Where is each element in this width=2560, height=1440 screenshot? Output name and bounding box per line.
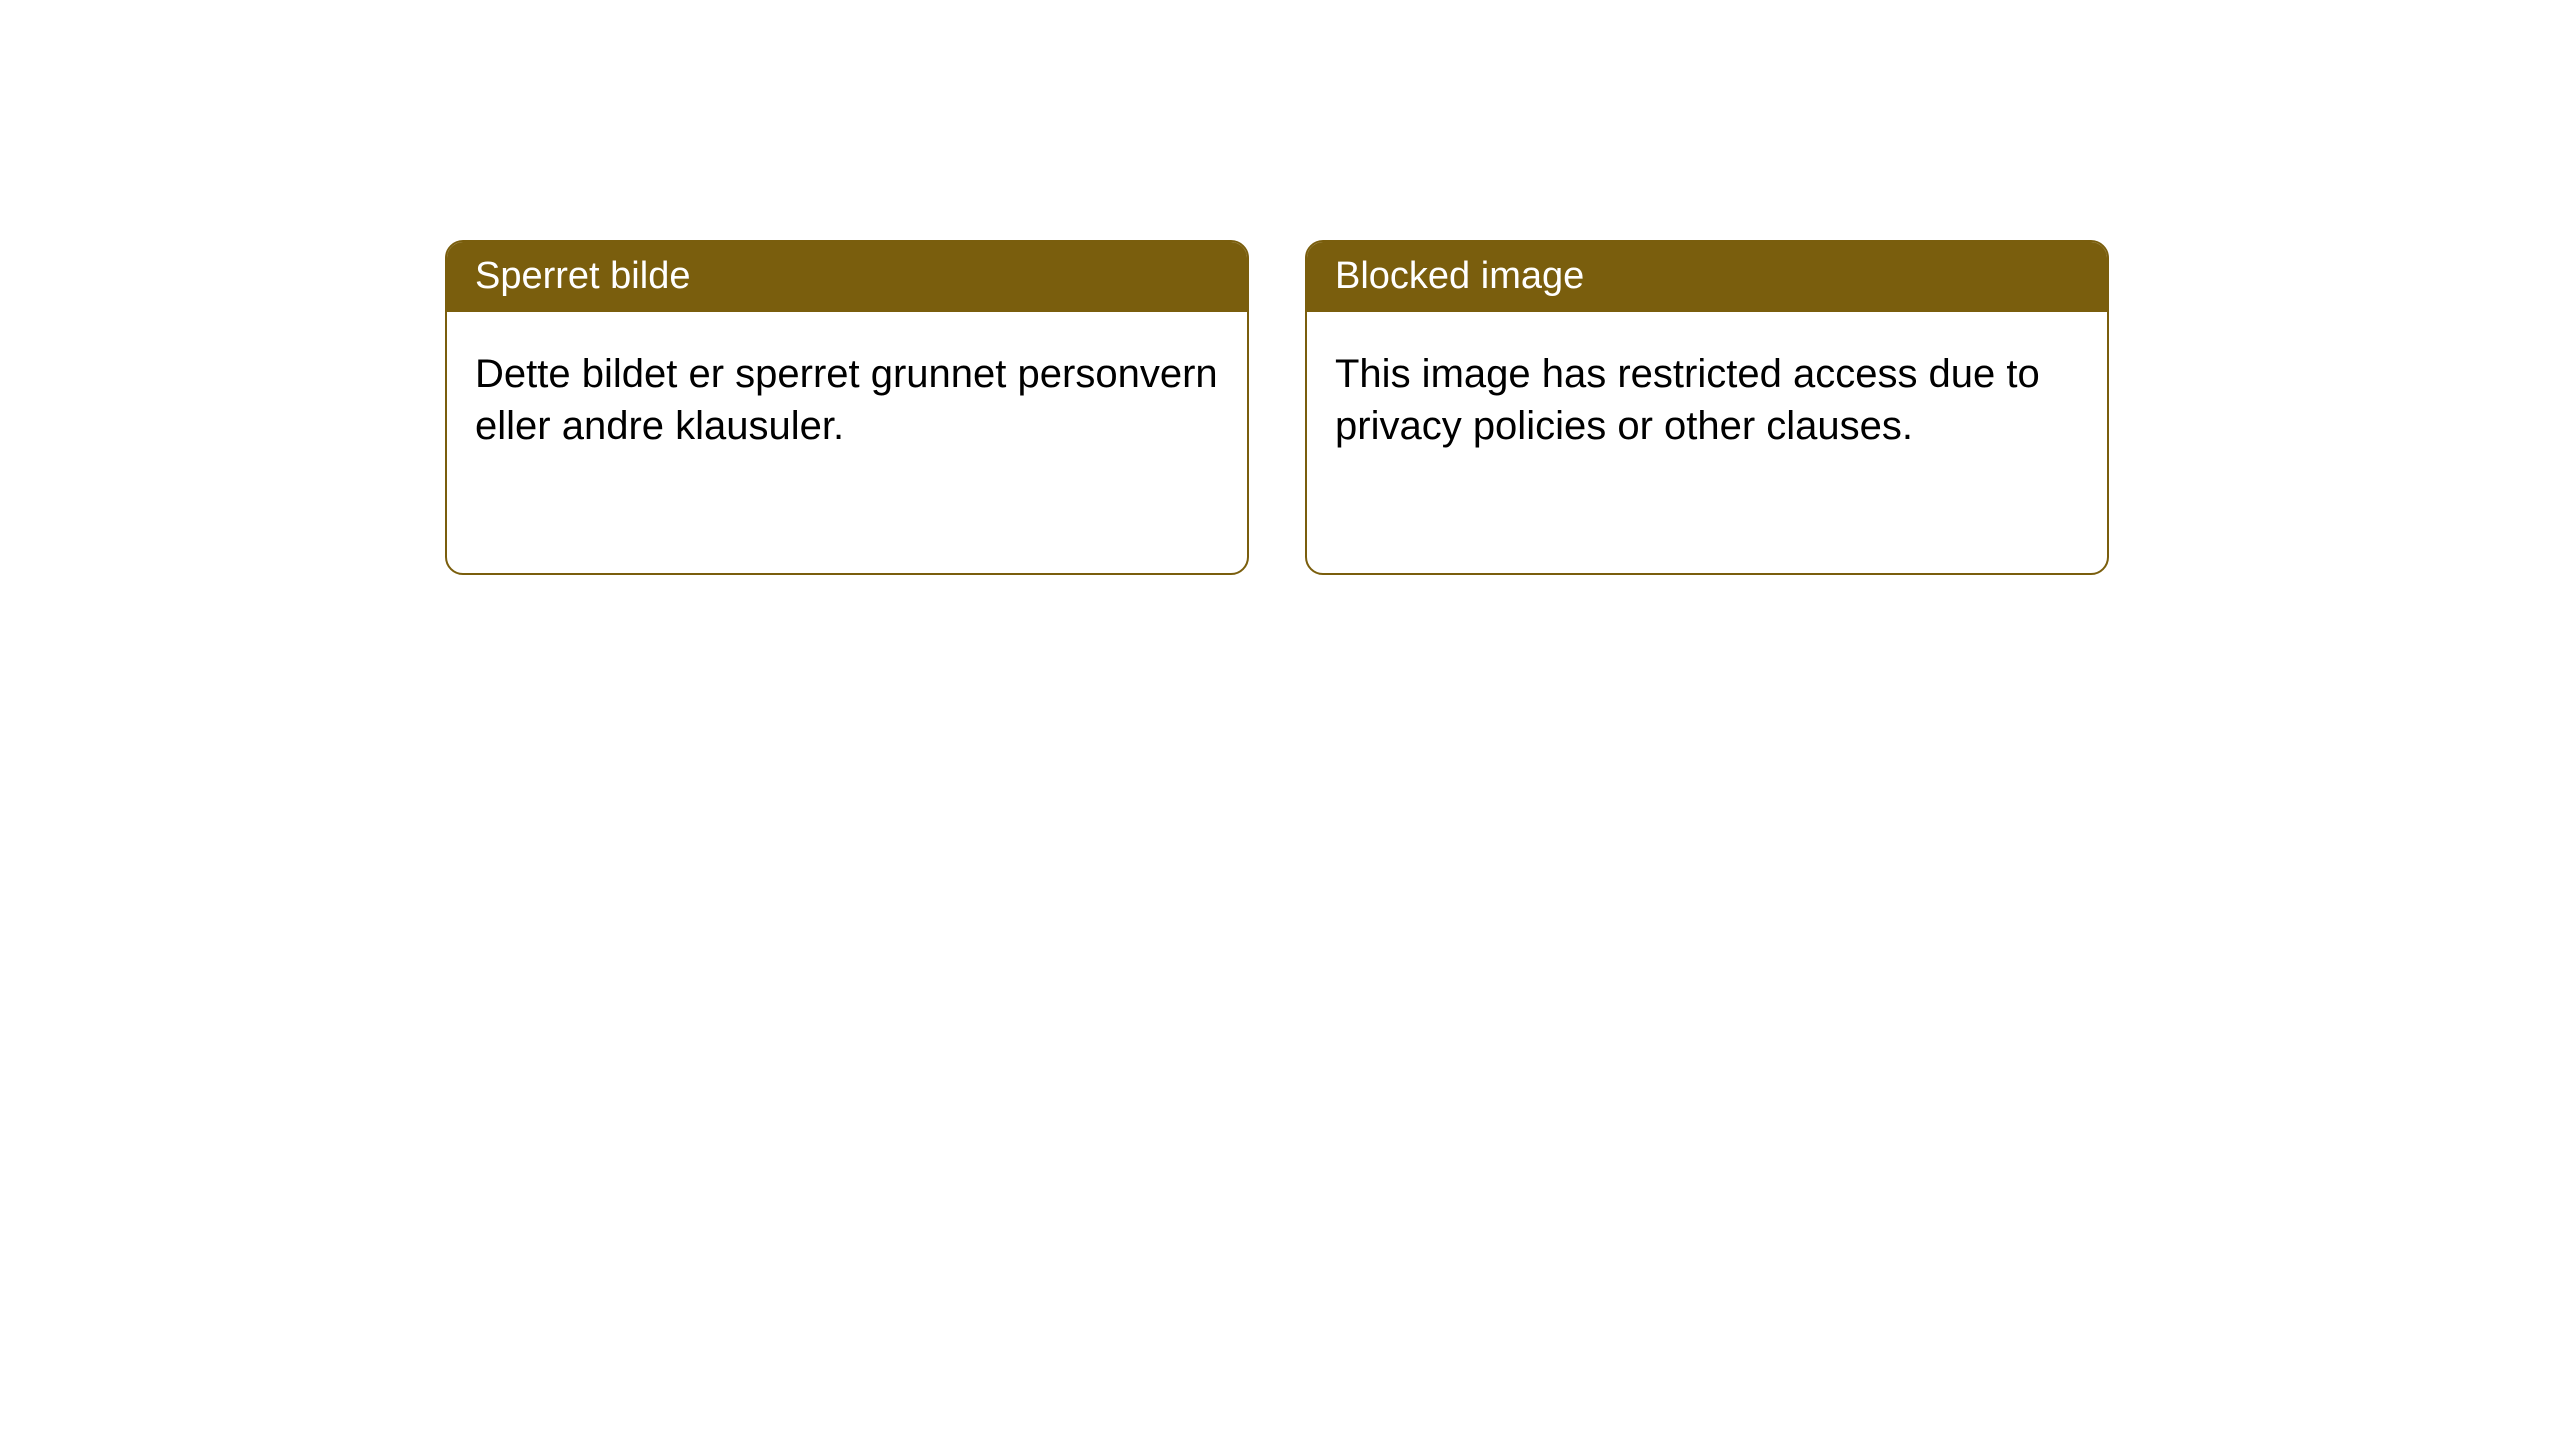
card-title: Sperret bilde: [475, 255, 690, 297]
card-body: This image has restricted access due to …: [1307, 312, 2107, 488]
card-message: This image has restricted access due to …: [1335, 352, 2040, 448]
blocked-image-card-english: Blocked image This image has restricted …: [1305, 240, 2109, 575]
card-body: Dette bildet er sperret grunnet personve…: [447, 312, 1247, 488]
blocked-image-card-norwegian: Sperret bilde Dette bildet er sperret gr…: [445, 240, 1249, 575]
card-header: Sperret bilde: [447, 242, 1247, 312]
card-header: Blocked image: [1307, 242, 2107, 312]
card-title: Blocked image: [1335, 255, 1584, 297]
card-message: Dette bildet er sperret grunnet personve…: [475, 352, 1218, 448]
notice-container: Sperret bilde Dette bildet er sperret gr…: [445, 240, 2109, 575]
